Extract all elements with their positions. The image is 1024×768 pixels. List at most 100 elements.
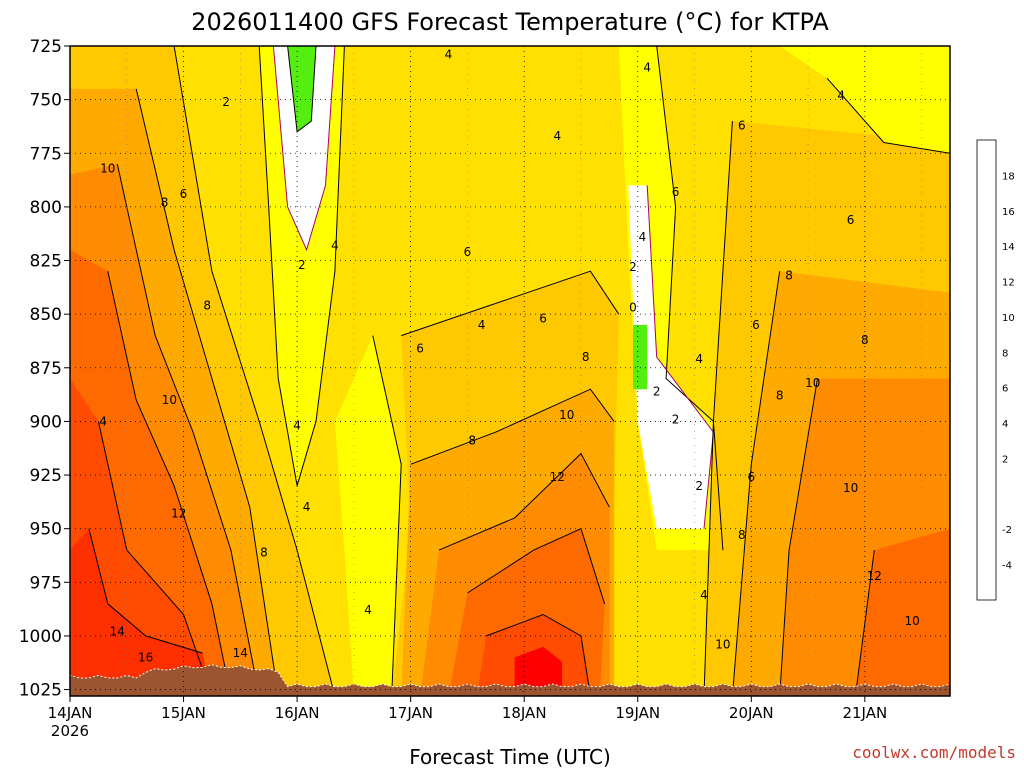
colorbar-tick-2: 2 [1002,454,1008,465]
x-tick-label-14JAN: 14JAN [48,704,93,722]
isotherm-14-center [486,613,591,696]
contour-label-29: 4 [639,230,647,244]
band-18-center [514,646,562,696]
isotherm-2-col1 [272,46,336,252]
contour-label-5: 8 [203,299,211,313]
colorbar-tick--2: -2 [1002,525,1012,536]
isotherm-10-center [438,452,610,551]
contour-label-50: 4 [700,588,708,602]
contour-label-3: 8 [161,196,169,210]
colorbar-tick-14: 14 [1002,242,1015,253]
isotherm-8-center [410,388,615,465]
isotherm-4-front [656,46,724,551]
isotherm-2-front [646,185,714,529]
contour-label-43: 6 [747,470,755,484]
contour-label-47: 12 [867,569,882,583]
contour-label-39: 4 [695,352,703,366]
isotherm-6-east [703,121,733,696]
contour-label-28: 2 [629,260,637,274]
colorbar-tick-6: 6 [1002,384,1008,395]
y-tick-label-775: 775 [30,144,62,164]
isotherm-6-west [173,46,336,696]
surface-terrain [70,664,950,696]
x-tick-label-20JAN: 20JAN [729,704,774,722]
colorbar-tick-8: 8 [1002,348,1008,359]
contour-label-17: 4 [553,129,561,143]
x-axis-time: 14JAN 15JAN 16JAN 17JAN 18JAN 19JAN 20JAN 21JAN… [48,696,887,740]
chart-title: 2026011400 GFS Forecast Temperature (°C)… [191,8,829,36]
y-tick-label-725: 725 [30,37,62,57]
y-axis-pressure: 725 750 775 800 825 850 875 900 925 950 975 1000 102… [19,37,70,701]
contour-label-41: 8 [776,389,784,403]
y-tick-label-950: 950 [30,520,62,540]
isotherm-12-west [107,271,232,696]
contour-label-25: 12 [550,470,565,484]
contour-label-31: 2 [672,412,680,426]
contour-label-0: 4 [99,414,107,428]
isotherm-4-col1 [258,46,345,486]
colorbar-tick-12: 12 [1002,278,1015,289]
terrain-surface [70,664,950,696]
contour-label-4: 6 [180,187,188,201]
contour-label-9: 16 [138,650,153,664]
contour-label-10: 14 [233,646,248,660]
colorbar-tick--4: -4 [1002,561,1012,572]
x-tick-label-17JAN: 17JAN [388,704,433,722]
isotherm-neg2-col1 [287,46,317,133]
contour-label-21: 6 [539,311,547,325]
isotherm-8-west [135,88,279,696]
x-tick-label-16JAN: 16JAN [275,704,320,722]
band-12-14-east [855,528,950,696]
y-tick-label-750: 750 [30,91,62,111]
contour-label-15: 4 [331,239,339,253]
contour-label-48: 10 [905,614,920,628]
isotherm-8-east [731,271,781,696]
contour-label-32: 4 [643,61,651,75]
contour-label-19: 4 [478,318,486,332]
colorbar-tick-18: 18 [1002,171,1015,182]
contour-label-34: 6 [672,185,680,199]
contour-label-2: 10 [100,161,115,175]
contour-label-38: 6 [752,318,760,332]
x-tick-label-18JAN: 18JAN [502,704,547,722]
temperature-field [70,46,950,696]
contour-label-49: 10 [715,638,730,652]
contour-label-44: 8 [738,528,746,542]
contour-label-45: 8 [861,333,869,347]
contour-label-46: 10 [843,481,858,495]
contour-label-22: 8 [468,434,476,448]
band-white-col1 [273,46,335,250]
y-tick-label-975: 975 [30,573,62,593]
contour-label-13: 4 [303,500,311,514]
credit-text[interactable]: coolwx.com/models [852,743,1016,762]
contour-label-12: 4 [293,419,301,433]
isotherm-12-center [467,528,606,604]
contour-label-14: 2 [298,258,306,272]
band-green-col1 [287,46,316,132]
colorbar-legend: 18 16 14 12 10 8 6 4 2 -2 -4 [976,139,1015,601]
colorbar-tick-4: 4 [1002,419,1008,430]
band-2-4-corridor [334,335,402,696]
contour-label-18: 6 [464,245,472,259]
contour-label-23: 10 [559,408,574,422]
isotherm-4-corridor [372,335,402,696]
y-tick-label-875: 875 [30,359,62,379]
y-tick-label-925: 925 [30,466,62,486]
contour-label-8: 14 [110,625,125,639]
x-axis-label: Forecast Time (UTC) [409,745,611,768]
contour-lines [88,46,950,696]
isotherm-10-east [779,378,818,696]
colorbar-frame [976,139,997,601]
isotherm-10-west [116,163,260,696]
contour-label-26: 4 [364,603,372,617]
x-tick-label-19JAN: 19JAN [615,704,660,722]
y-tick-label-825: 825 [30,252,62,272]
x-start-year-label: 2026 [51,722,89,740]
contour-label-37: 6 [847,213,855,227]
contour-label-30: 2 [653,384,661,398]
x-tick-label-15JAN: 15JAN [161,704,206,722]
x-tick-label-21JAN: 21JAN [842,704,887,722]
